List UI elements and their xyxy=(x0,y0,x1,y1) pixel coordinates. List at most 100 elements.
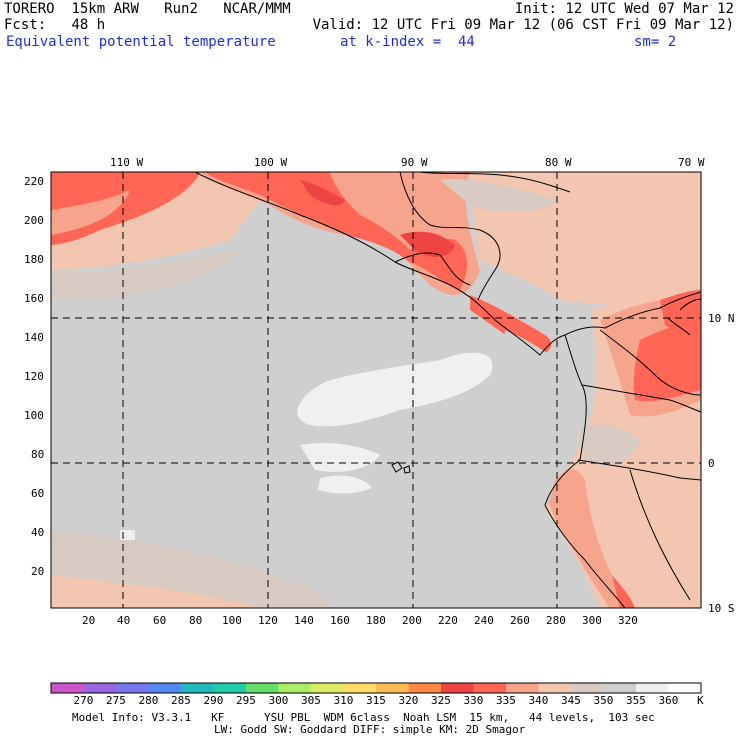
colorbar-swatch xyxy=(538,683,572,693)
colorbar-frame xyxy=(50,682,702,694)
y-tick: 180 xyxy=(24,253,44,266)
colorbar-label: 355 xyxy=(626,694,646,707)
lat-label-0: 0 xyxy=(708,457,715,470)
x-tick: 100 xyxy=(222,614,242,627)
x-tick: 20 xyxy=(82,614,95,627)
colorbar-label: 360 xyxy=(659,694,679,707)
forecast-label: Fcst: xyxy=(4,17,47,33)
colorbar-label: 300 xyxy=(269,694,289,707)
colorbar-label: 325 xyxy=(431,694,451,707)
y-tick: 40 xyxy=(31,526,44,539)
lat-labels: 10 N 0 10 S xyxy=(708,312,735,615)
x-tick: 200 xyxy=(402,614,422,627)
colorbar-label: 345 xyxy=(561,694,581,707)
colorbar-unit: K xyxy=(697,694,704,707)
colorbar-label: 340 xyxy=(529,694,549,707)
y-tick: 200 xyxy=(24,214,44,227)
smoothing-label: sm= 2 xyxy=(634,34,677,50)
model-name: TORERO xyxy=(4,1,55,17)
colorbar-swatch xyxy=(473,683,507,693)
lat-label-10s: 10 S xyxy=(708,602,735,615)
colorbar-swatch xyxy=(441,683,474,693)
colorbar-swatch xyxy=(246,683,279,693)
lon-label-90w: 90 W xyxy=(401,156,428,169)
x-tick: 180 xyxy=(366,614,386,627)
theta-e-field xyxy=(51,172,701,608)
model-info-line1: Model Info: V3.3.1 KF YSU PBL WDM 6class… xyxy=(72,711,655,724)
x-tick: 60 xyxy=(153,614,166,627)
colorbar-label: 305 xyxy=(301,694,321,707)
coastlines xyxy=(194,172,701,608)
lon-labels: 110 W 100 W 90 W 80 W 70 W xyxy=(110,156,705,169)
x-tick: 140 xyxy=(294,614,314,627)
x-tick: 240 xyxy=(474,614,494,627)
y-tick: 160 xyxy=(24,292,44,305)
colorbar-label: 270 xyxy=(74,694,94,707)
colorbar-swatch xyxy=(636,683,669,693)
colorbar-swatch xyxy=(571,683,604,693)
x-tick: 40 xyxy=(117,614,130,627)
colorbar-swatch xyxy=(603,683,637,693)
colorbar-swatch xyxy=(83,683,117,693)
lat-label-10n: 10 N xyxy=(708,312,735,325)
colorbar-label: 280 xyxy=(139,694,159,707)
colorbar-swatch xyxy=(148,683,182,693)
x-tick: 120 xyxy=(258,614,278,627)
y-tick: 100 xyxy=(24,409,44,422)
x-axis-ticks: 20 40 60 80 100 120 140 160 180 200 220 … xyxy=(82,614,638,627)
colorbar-labels: 270 275 280 285 290 295 300 305 310 315 320 325 330 3… xyxy=(74,694,679,707)
colorbar-label: 335 xyxy=(496,694,516,707)
y-tick: 140 xyxy=(24,331,44,344)
colorbar-swatch xyxy=(668,683,702,693)
x-tick: 80 xyxy=(189,614,202,627)
colorbar-swatch xyxy=(408,683,442,693)
colorbar-label: 310 xyxy=(334,694,354,707)
valid-time: Valid: 12 UTC Fri 09 Mar 12 (06 CST Fri … xyxy=(312,17,734,33)
colorbar-label: 275 xyxy=(106,694,126,707)
colorbar-label: 350 xyxy=(594,694,614,707)
colorbar-swatch xyxy=(51,683,84,693)
x-tick: 160 xyxy=(330,614,350,627)
x-tick: 220 xyxy=(438,614,458,627)
x-tick: 280 xyxy=(546,614,566,627)
map-frame xyxy=(50,171,702,609)
y-tick: 80 xyxy=(31,448,44,461)
y-tick: 220 xyxy=(24,175,44,188)
init-time: Init: 12 UTC Wed 07 Mar 12 xyxy=(514,1,734,17)
lon-label-70w: 70 W xyxy=(678,156,705,169)
colorbar-label: 295 xyxy=(236,694,256,707)
lon-label-110w: 110 W xyxy=(110,156,143,169)
lon-label-80w: 80 W xyxy=(545,156,572,169)
run-label: Run2 xyxy=(164,1,198,17)
colorbar-swatch xyxy=(213,683,247,693)
y-tick: 120 xyxy=(24,370,44,383)
colorbar-swatch xyxy=(181,683,214,693)
y-tick: 60 xyxy=(31,487,44,500)
y-tick: 20 xyxy=(31,565,44,578)
model-info-line2: LW: Godd SW: Goddard DIFF: simple KM: 2D… xyxy=(214,723,526,736)
org-label: NCAR/MMM xyxy=(223,1,291,17)
colorbar-swatch xyxy=(116,683,149,693)
colorbar-swatch xyxy=(311,683,344,693)
colorbar-label: 320 xyxy=(399,694,419,707)
x-tick: 320 xyxy=(618,614,638,627)
colorbar-swatch xyxy=(376,683,409,693)
y-axis-ticks: 220 200 180 160 140 120 100 80 60 40 20 xyxy=(24,175,44,578)
x-tick: 300 xyxy=(582,614,602,627)
colorbar-swatch xyxy=(278,683,312,693)
level-label: at k-index = 44 xyxy=(340,34,475,50)
colorbar-swatch xyxy=(343,683,377,693)
colorbar-label: 330 xyxy=(464,694,484,707)
graticule xyxy=(51,172,701,608)
colorbar-label: 315 xyxy=(366,694,386,707)
colorbar-label: 290 xyxy=(204,694,224,707)
lon-label-100w: 100 W xyxy=(254,156,287,169)
model-resolution: 15km ARW xyxy=(71,1,139,17)
field-name: Equivalent potential temperature xyxy=(6,34,276,50)
x-tick: 260 xyxy=(510,614,530,627)
colorbar-swatch xyxy=(506,683,539,693)
colorbar xyxy=(51,683,702,693)
forecast-hours: 48 h xyxy=(71,17,106,33)
colorbar-label: 285 xyxy=(171,694,191,707)
